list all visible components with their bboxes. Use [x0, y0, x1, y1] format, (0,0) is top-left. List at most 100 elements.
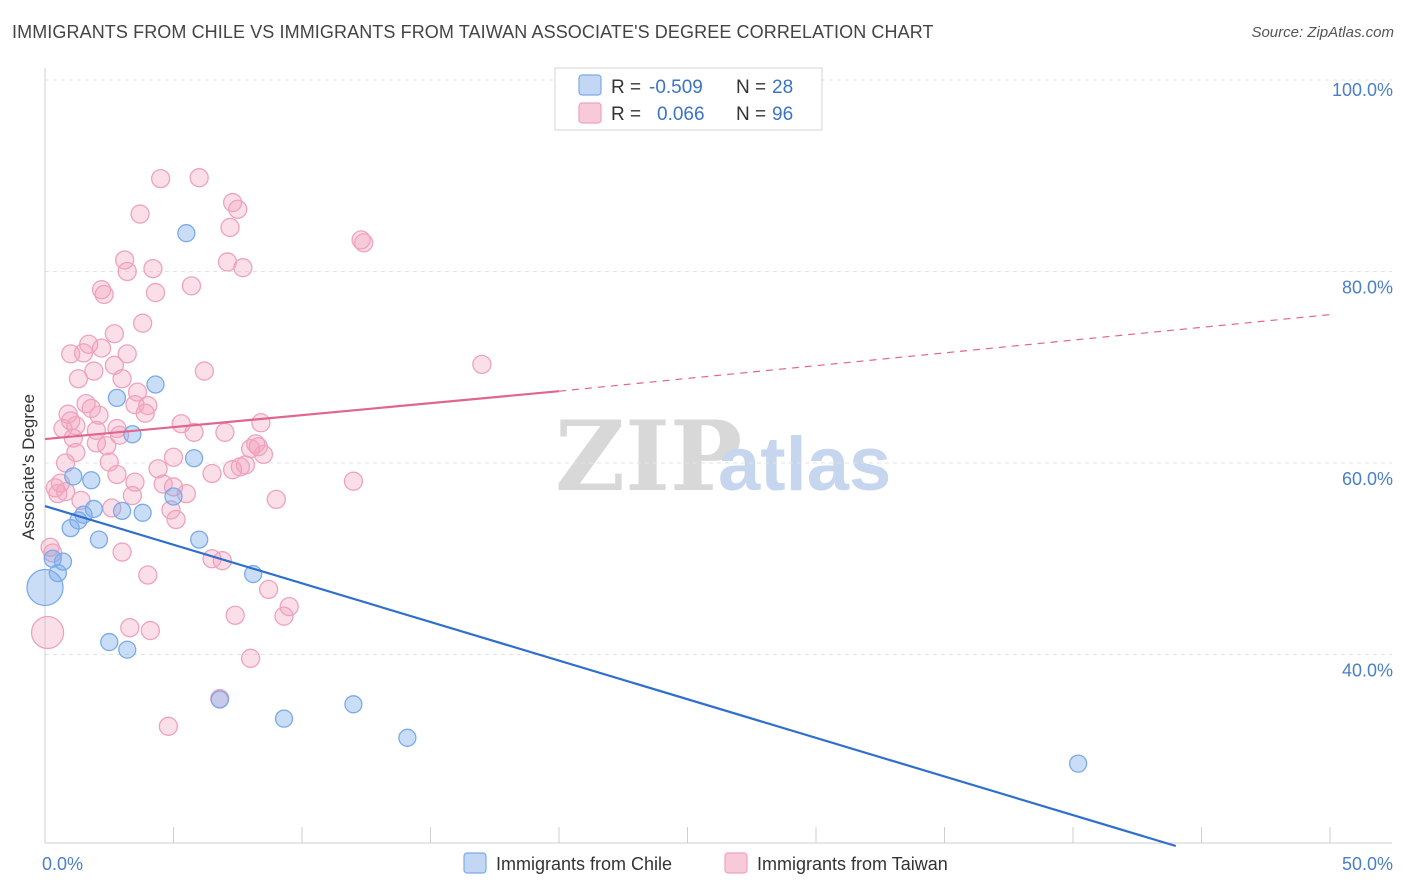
taiwan-point: [266, 489, 286, 510]
chile-point: [82, 471, 101, 490]
chart-title: IMMIGRANTS FROM CHILE VS IMMIGRANTS FROM…: [12, 22, 934, 42]
taiwan-point: [166, 509, 186, 530]
trend-lines: [44, 313, 1331, 848]
chile-trend-line: [44, 505, 1177, 848]
taiwan-point: [125, 472, 145, 492]
taiwan-point: [117, 344, 137, 364]
legend-n-label-taiwan: N =: [736, 104, 766, 125]
taiwan-point: [220, 217, 240, 238]
bottom-legend-label-chile: Immigrants from Chile: [496, 854, 672, 874]
chile-point: [184, 449, 204, 468]
x-tick-labels: 0.0% 50.0%: [42, 854, 1393, 874]
taiwan-point: [251, 413, 271, 433]
taiwan-point: [143, 258, 163, 279]
taiwan-point: [351, 230, 371, 250]
taiwan-point: [107, 464, 127, 485]
chile-point: [53, 552, 73, 571]
chile-point: [1068, 754, 1088, 773]
y-tick-label: 60.0%: [1342, 469, 1393, 489]
taiwan-point: [84, 361, 104, 381]
taiwan-point: [222, 460, 243, 480]
bottom-legend: Immigrants from Chile Immigrants from Ta…: [463, 852, 948, 874]
taiwan-point: [120, 618, 140, 638]
taiwan-point: [472, 354, 492, 375]
taiwan-points: [30, 168, 492, 736]
taiwan-point: [127, 382, 148, 402]
watermark: ZIP atlas: [555, 400, 891, 513]
chile-point: [64, 467, 83, 486]
chile-point: [164, 487, 183, 506]
chile-point: [398, 728, 417, 747]
taiwan-point: [97, 436, 117, 456]
taiwan-point: [135, 403, 155, 423]
chile-point: [100, 632, 119, 652]
chile-point: [133, 503, 152, 522]
taiwan-point: [117, 261, 137, 282]
taiwan-point: [258, 579, 279, 600]
chile-point: [177, 224, 196, 243]
taiwan-point: [212, 551, 232, 571]
taiwan-point: [68, 369, 89, 389]
taiwan-point: [138, 565, 158, 585]
taiwan-point: [112, 369, 132, 389]
taiwan-point: [66, 416, 86, 436]
taiwan-point: [71, 490, 91, 510]
taiwan-point: [194, 361, 214, 381]
taiwan-point: [133, 313, 153, 333]
taiwan-point: [240, 648, 261, 668]
legend: R = -0.509 N = 28 R = 0.066 N = 96: [554, 67, 823, 131]
taiwan-point: [158, 716, 179, 736]
taiwan-point: [81, 398, 101, 419]
chile-point: [69, 511, 88, 530]
taiwan-point: [202, 463, 222, 484]
taiwan-point: [228, 199, 248, 219]
taiwan-point: [354, 233, 374, 253]
taiwan-point: [55, 482, 76, 502]
y-tick-labels: 40.0% 60.0% 80.0% 100.0%: [1332, 80, 1393, 681]
taiwan-point: [145, 282, 166, 303]
chile-point: [190, 530, 209, 549]
taiwan-point: [163, 447, 184, 467]
taiwan-point: [30, 615, 65, 650]
legend-n-value-taiwan: 96: [772, 104, 793, 125]
taiwan-point: [189, 168, 209, 188]
bottom-legend-label-taiwan: Immigrants from Taiwan: [757, 854, 948, 874]
taiwan-point: [274, 606, 294, 626]
chile-point: [61, 518, 80, 538]
chile-point: [84, 499, 103, 519]
chile-point: [43, 549, 62, 568]
chile-point: [274, 709, 294, 728]
chile-point: [107, 388, 127, 408]
taiwan-trend-line: [44, 390, 560, 441]
taiwan-point: [130, 204, 150, 224]
bottom-legend-swatch-taiwan: [724, 852, 748, 874]
legend-swatch-taiwan: [578, 102, 602, 124]
taiwan-point: [215, 422, 235, 443]
chile-point: [123, 425, 142, 444]
taiwan-point: [91, 338, 112, 358]
taiwan-trend-extension: [558, 313, 1331, 392]
taiwan-point: [104, 324, 125, 344]
x-tick-label: 0.0%: [42, 854, 83, 874]
x-tick-label: 50.0%: [1342, 854, 1393, 874]
taiwan-point: [343, 471, 364, 491]
chile-point: [118, 640, 137, 659]
y-axis-label: Associate's Degree: [19, 394, 38, 540]
y-tick-label: 40.0%: [1342, 661, 1393, 681]
taiwan-point: [138, 395, 158, 416]
chile-point: [210, 690, 229, 709]
taiwan-point: [89, 405, 109, 425]
legend-n-label-chile: N =: [736, 77, 766, 98]
chile-point: [26, 568, 64, 607]
watermark-zip: ZIP: [555, 400, 742, 513]
taiwan-point: [115, 250, 135, 270]
taiwan-point: [181, 276, 202, 296]
legend-r-label-chile: R =: [611, 77, 641, 98]
watermark-atlas: atlas: [718, 422, 891, 507]
chile-point: [48, 563, 67, 583]
chile-point: [112, 501, 132, 521]
legend-r-label-taiwan: R =: [611, 104, 641, 125]
taiwan-point: [279, 596, 299, 617]
legend-swatch-chile: [578, 74, 602, 96]
